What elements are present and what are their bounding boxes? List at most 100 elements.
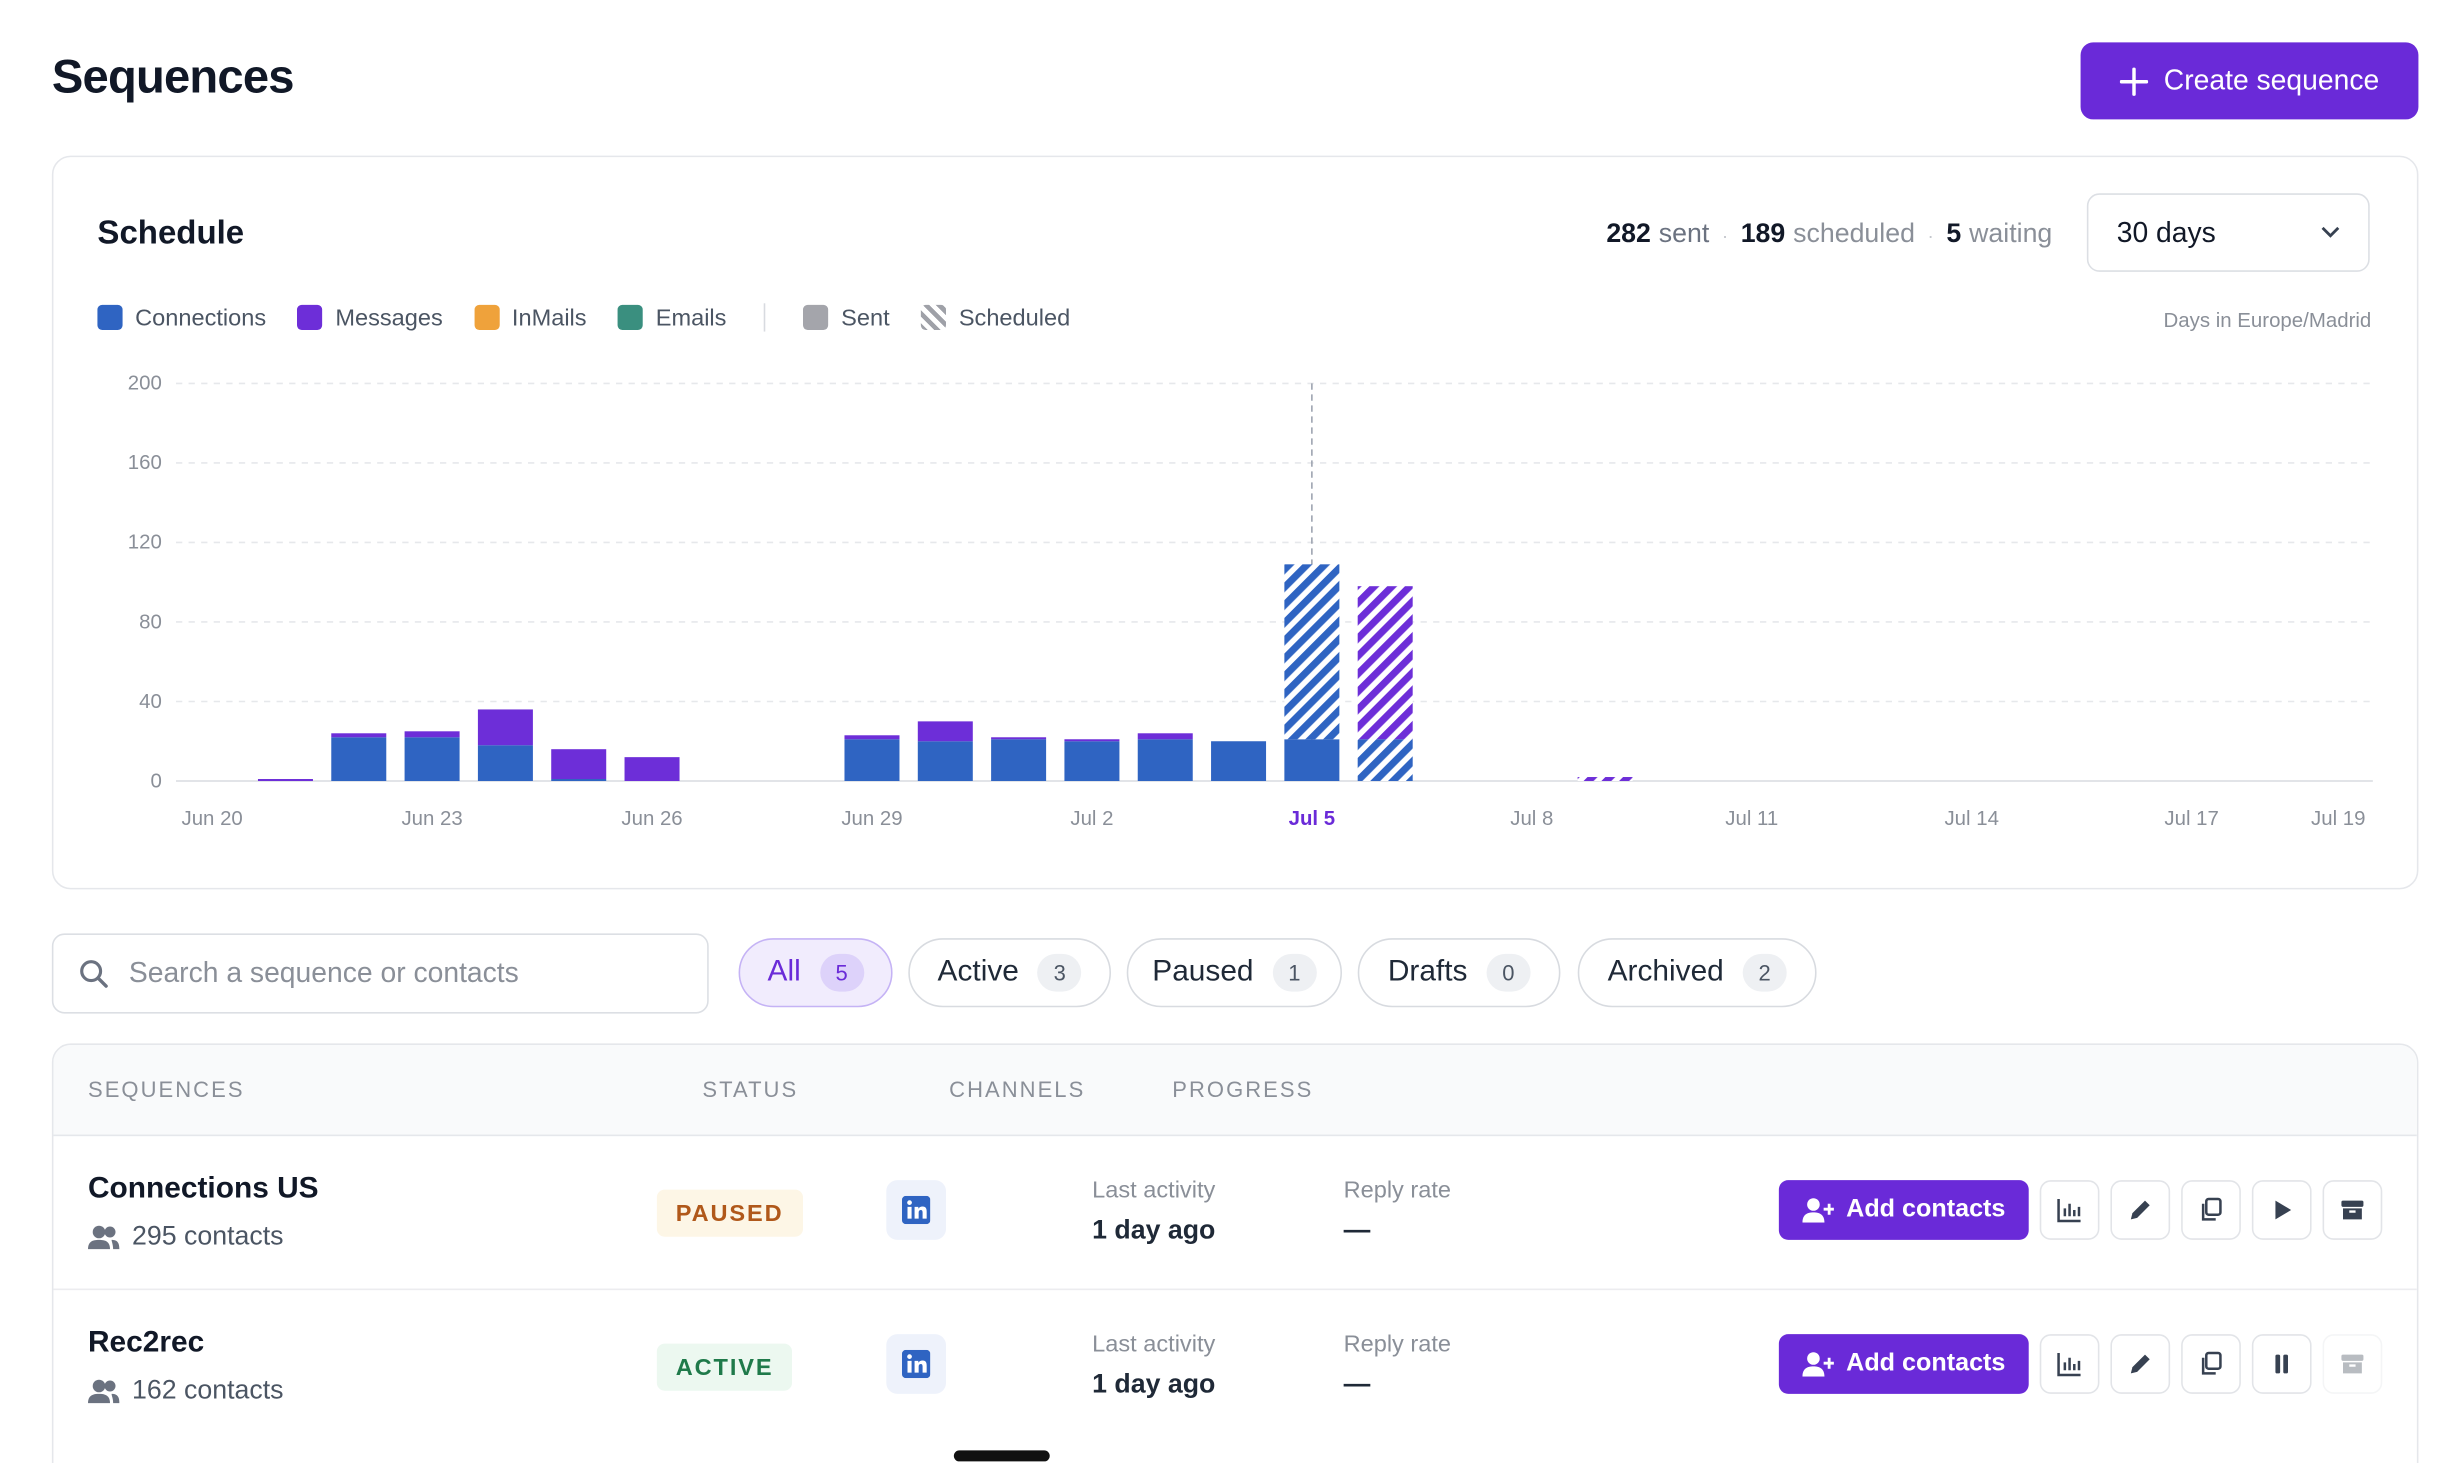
linkedin-channel [886,1334,947,1394]
legend-item: Messages [297,304,443,331]
range-value: 30 days [2116,216,2216,248]
row-divider [53,1288,2417,1291]
archive-icon [2341,1200,2364,1220]
filter-pill[interactable]: Drafts 0 [1357,938,1561,1008]
legend-item: Emails [618,304,726,331]
bar [551,779,607,782]
status-badge: ACTIVE [656,1343,793,1391]
pause-button[interactable] [2251,1334,2312,1394]
home-indicator [953,1450,1050,1462]
create-label: Create sequence [2163,64,2380,96]
add-user-icon [1802,1198,1834,1223]
edit-button[interactable] [2110,1334,2171,1394]
stats-button[interactable] [2039,1180,2100,1240]
filter-count: 1 [1272,953,1317,992]
metric-value: — [1343,1368,1371,1399]
x-tick-label: Jun 29 [841,808,902,830]
filter-pill[interactable]: All 5 [738,938,893,1008]
x-tick-label: Jul 5 [1289,808,1336,830]
bar [1577,777,1633,782]
column-header: STATUS [702,1076,799,1102]
filter-pill[interactable]: Active 3 [908,938,1111,1008]
icon-part [88,1393,111,1404]
edit-button[interactable] [2110,1180,2171,1240]
y-tick-label: 40 [139,691,162,713]
duplicate-button[interactable] [2181,1180,2241,1240]
people-icon [88,1225,120,1250]
metric-label: Last activity [1092,1331,1216,1358]
contacts: 162 contacts [88,1375,283,1406]
bar [477,745,533,782]
search-icon [80,959,108,988]
create-button[interactable]: Create sequence [2080,42,2419,120]
bar [1357,586,1413,740]
legend-item: Connections [97,304,266,331]
stats-icon [2057,1199,2081,1223]
add-contacts-label: Add contacts [1846,1195,2006,1223]
stat: 189 scheduled [1741,218,1915,249]
bar [1064,739,1120,742]
duplicate-icon [2201,1197,2222,1221]
y-tick-label: 0 [150,770,161,792]
bar [917,721,973,742]
add-contacts-button[interactable]: Add contacts [1778,1334,2029,1394]
stats: 282 sent · 189 scheduled · 5 waiting [1606,218,2052,249]
metric-label: Reply rate [1343,1331,1452,1358]
stats-icon [2057,1353,2081,1377]
bar [477,709,533,746]
bar [404,737,460,782]
filter-label: All [767,955,801,989]
range-select[interactable]: 30 days [2086,193,2370,272]
filter-label: Drafts [1387,955,1468,989]
y-tick-label: 200 [128,373,162,395]
filter-label: Paused [1152,955,1254,989]
filter-pill[interactable]: Archived 2 [1577,938,1817,1008]
stat-separator: · [1927,224,1934,247]
y-tick-label: 80 [139,611,162,633]
bar [1137,739,1193,782]
stats-button[interactable] [2039,1334,2100,1394]
icon-part [92,1379,106,1393]
legend-swatch [618,304,644,331]
stat-label: waiting [1969,218,2053,249]
column-header: CHANNELS [949,1076,1086,1102]
x-tick-label: Jul 19 [2311,808,2365,830]
icon-part [104,1226,116,1238]
filter-pill[interactable]: Paused 1 [1126,938,1343,1008]
bar [1284,739,1340,782]
bar [991,739,1047,782]
stat-label: sent [1658,218,1710,249]
bar [257,779,313,782]
legend-swatch [297,304,323,331]
linkedin-channel [886,1180,947,1240]
contacts-count: 162 contacts [132,1375,284,1405]
play-button[interactable] [2251,1180,2312,1240]
bar [917,741,973,782]
x-tick-label: Jun 26 [621,808,682,830]
legend-label: Sent [841,304,890,331]
add-contacts-button[interactable]: Add contacts [1778,1180,2029,1240]
people-icon [88,1379,120,1404]
icon-part [92,1225,106,1239]
search-box[interactable]: Search a sequence or contacts [51,933,709,1014]
legend-label: Connections [135,304,267,331]
bar [1137,733,1193,740]
bar [624,757,680,782]
metric-label: Reply rate [1343,1177,1452,1204]
y-tick-label: 120 [128,532,162,554]
column-header: SEQUENCES [88,1076,245,1102]
bar [404,731,460,738]
legend-label: Emails [655,304,727,331]
duplicate-button[interactable] [2181,1334,2241,1394]
bar [1211,741,1267,782]
archive-button[interactable] [2322,1334,2383,1394]
x-tick-label: Jun 20 [182,808,243,830]
legend-divider [764,303,766,332]
metric-label: Last activity [1092,1177,1216,1204]
bar [331,733,387,738]
archive-button[interactable] [2322,1180,2383,1240]
metric-value: 1 day ago [1092,1214,1216,1245]
edit-icon [2130,1354,2150,1374]
contacts-count: 295 contacts [132,1221,284,1251]
table-header [53,1045,2417,1137]
